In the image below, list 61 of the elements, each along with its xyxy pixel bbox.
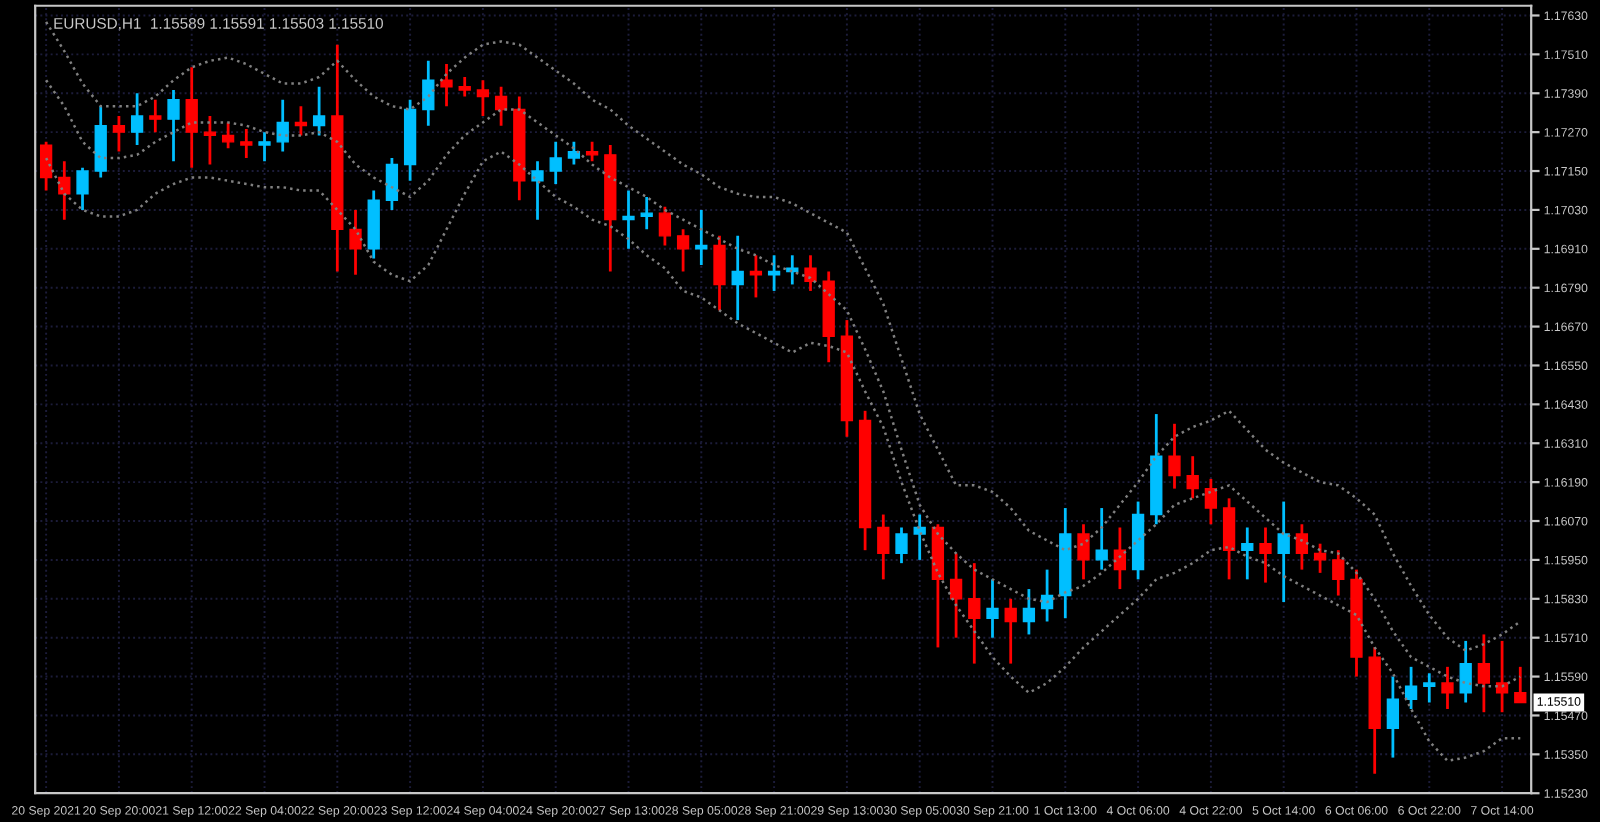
- candlestick: [895, 526, 908, 565]
- candlestick: [1277, 500, 1290, 604]
- candlestick: [476, 78, 490, 118]
- candlestick: [440, 62, 453, 108]
- candlestick: [567, 140, 581, 166]
- candlestick: [167, 88, 180, 163]
- candlestick: [1404, 665, 1418, 711]
- candlestick: [1313, 542, 1327, 575]
- candlestick: [1095, 506, 1108, 572]
- candlestick: [640, 195, 653, 231]
- candlestick: [1295, 522, 1309, 572]
- candlestick: [112, 114, 126, 153]
- candlestick: [913, 513, 926, 562]
- candlestick: [422, 59, 435, 128]
- candlestick: [1259, 526, 1272, 584]
- candlestick: [1077, 522, 1090, 581]
- candlestick: [1186, 454, 1199, 500]
- candlestick: [549, 140, 562, 186]
- candlestick: [1222, 496, 1236, 581]
- candlestick: [94, 104, 107, 179]
- candlestick: [949, 552, 963, 640]
- candlestick: [1204, 477, 1218, 526]
- candlestick: [1040, 568, 1054, 623]
- candlestick: [1168, 422, 1181, 490]
- candlestick: [39, 140, 53, 192]
- candlestick: [1514, 665, 1527, 704]
- candlestick: [877, 513, 890, 581]
- candlestick: [585, 140, 599, 163]
- candlestick: [1477, 633, 1491, 714]
- candlestick: [1241, 526, 1254, 581]
- candlestick: [385, 156, 399, 212]
- candlestick: [276, 98, 289, 153]
- candlestick: [185, 65, 198, 170]
- candlestick: [130, 91, 144, 147]
- candlestick: [968, 561, 981, 665]
- candlestick: [76, 166, 89, 212]
- candlestick: [731, 234, 744, 322]
- candlestick: [203, 114, 217, 166]
- candlestick: [1113, 526, 1127, 591]
- candlestick: [240, 127, 253, 160]
- candlestick: [1332, 548, 1345, 597]
- candlestick: [986, 577, 999, 640]
- candlestick: [1004, 597, 1017, 665]
- candlestick: [1423, 671, 1436, 704]
- candlestick: [258, 130, 271, 163]
- candlestick: [1386, 675, 1400, 759]
- candlestick: [1459, 639, 1472, 704]
- candlestick: [149, 98, 162, 134]
- candlestick: [221, 121, 235, 150]
- candlestick: [458, 75, 471, 98]
- candlestick: [804, 253, 817, 293]
- candlestick: [713, 234, 726, 312]
- candlestick: [312, 85, 326, 137]
- candlestick: [658, 205, 672, 247]
- candlestick: [349, 208, 362, 277]
- candlestick: [622, 189, 635, 251]
- candlestick: [494, 85, 508, 128]
- candlestick: [531, 159, 544, 222]
- candlestick: [676, 227, 690, 273]
- candlestick: [1022, 587, 1036, 636]
- candlestick: [1441, 665, 1454, 711]
